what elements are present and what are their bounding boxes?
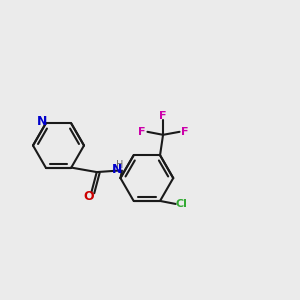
- Text: F: F: [138, 127, 146, 137]
- Text: O: O: [83, 190, 94, 203]
- Text: F: F: [159, 111, 167, 121]
- Text: N: N: [37, 116, 47, 128]
- Text: H: H: [116, 160, 124, 170]
- Text: F: F: [181, 127, 189, 137]
- Text: N: N: [112, 163, 123, 176]
- Text: Cl: Cl: [176, 199, 188, 209]
